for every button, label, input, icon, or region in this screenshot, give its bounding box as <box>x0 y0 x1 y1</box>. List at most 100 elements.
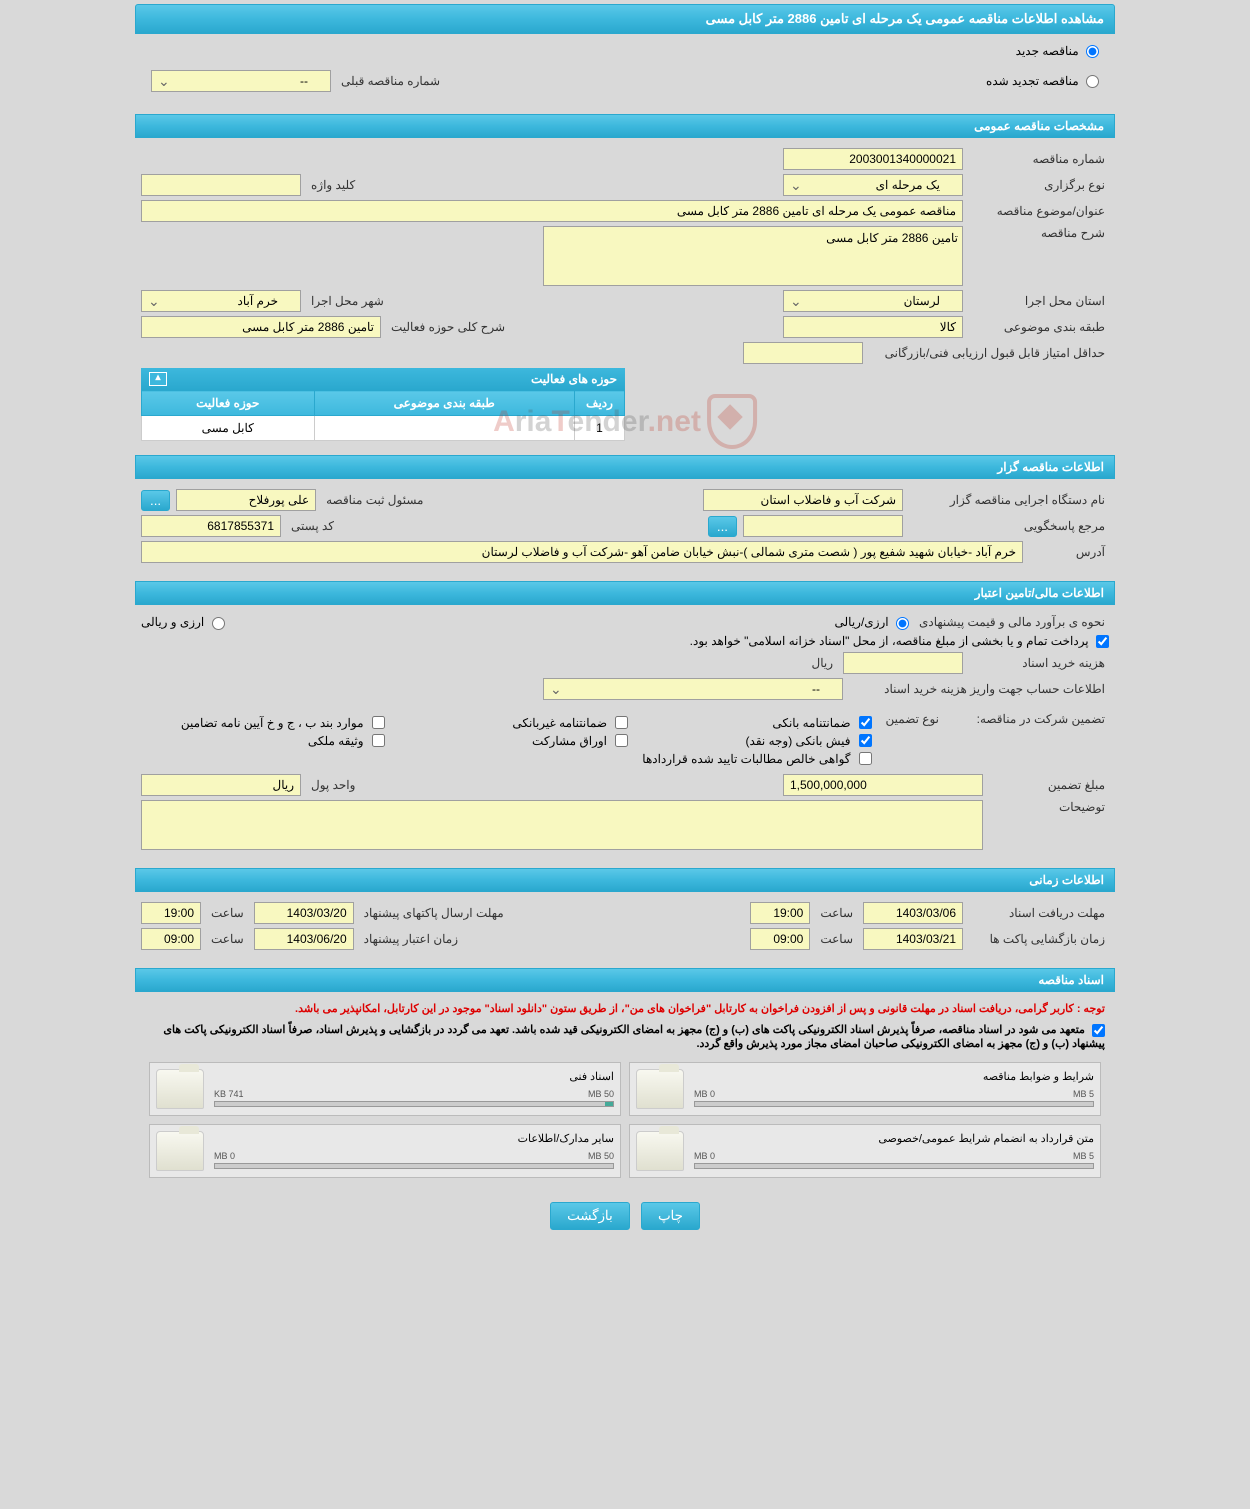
file-box[interactable]: متن قرارداد به انضمام شرایط عمومی/خصوصی5… <box>629 1124 1101 1178</box>
desc-field: تامین 2886 متر کابل مسی <box>543 226 963 286</box>
doc-cost-field[interactable] <box>843 652 963 674</box>
postal-label: کد پستی <box>287 519 338 533</box>
time-label-2: ساعت <box>207 906 248 920</box>
file-title: متن قرارداد به انضمام شرایط عمومی/خصوصی <box>694 1132 1094 1145</box>
number-label: شماره مناقصه <box>969 152 1109 166</box>
validity-time: 09:00 <box>141 928 201 950</box>
file-title: شرایط و ضوابط مناقصه <box>694 1070 1094 1083</box>
radio-renewed[interactable]: مناقصه تجدید شده <box>986 74 1099 88</box>
time-label-4: ساعت <box>207 932 248 946</box>
radio-rial[interactable]: ارزی/ریالی <box>835 615 909 629</box>
folder-icon <box>636 1069 684 1109</box>
validity-label: زمان اعتبار پیشنهاد <box>360 932 462 946</box>
doc-cost-label: هزینه خرید اسناد <box>969 656 1109 670</box>
notes-field[interactable] <box>141 800 983 850</box>
contact-more-button[interactable]: ... <box>708 516 737 537</box>
chk-bank-guarantee[interactable]: ضمانتنامه بانکی <box>632 716 872 730</box>
doc-deadline-label: مهلت دریافت اسناد <box>969 906 1109 920</box>
time-label-3: ساعت <box>816 932 857 946</box>
open-time: 09:00 <box>750 928 810 950</box>
activity-table: ردیف طبقه بندی موضوعی حوزه فعالیت 1کابل … <box>141 390 625 441</box>
province-select[interactable]: لرستان <box>783 290 963 312</box>
account-select[interactable]: -- <box>543 678 843 700</box>
chk-cash[interactable]: فیش بانکی (وجه نقد) <box>632 734 872 748</box>
folder-icon <box>636 1131 684 1171</box>
keyword-field[interactable] <box>141 174 301 196</box>
guarantee-amount-field: 1,500,000,000 <box>783 774 983 796</box>
chk-collateral[interactable]: وثیقه ملکی <box>145 734 385 748</box>
account-label: اطلاعات حساب جهت واریز هزینه خرید اسناد <box>849 682 1109 696</box>
chk-nonbank-guarantee[interactable]: ضمانتنامه غیربانکی <box>389 716 629 730</box>
prev-number-label: شماره مناقصه قبلی <box>337 74 444 88</box>
chk-receivables[interactable]: گواهی خالص مطالبات تایید شده قراردادها <box>145 752 872 766</box>
back-button[interactable]: بازگشت <box>550 1202 630 1230</box>
page-title: مشاهده اطلاعات مناقصه عمومی یک مرحله ای … <box>135 4 1115 34</box>
title-field: مناقصه عمومی یک مرحله ای تامین 2886 متر … <box>141 200 963 222</box>
notice-checkbox[interactable] <box>1092 1024 1105 1037</box>
time-label-1: ساعت <box>816 906 857 920</box>
folder-icon <box>156 1069 204 1109</box>
guarantee-type-label: نوع تضمین <box>882 712 943 726</box>
file-box[interactable]: شرایط و ضوابط مناقصه5 MB0 MB <box>629 1062 1101 1116</box>
reg-officer-label: مسئول ثبت مناقصه <box>322 493 427 507</box>
chk-regulation[interactable]: موارد بند ب ، ج و خ آیین نامه تضامین <box>145 716 385 730</box>
print-button[interactable]: چاپ <box>641 1202 700 1230</box>
min-score-field[interactable] <box>743 342 863 364</box>
activity-table-header: حوزه های فعالیت ▴ <box>141 368 625 390</box>
province-label: استان محل اجرا <box>969 294 1109 308</box>
open-date: 1403/03/21 <box>863 928 963 950</box>
contact-field[interactable] <box>743 515 903 537</box>
category-field: کالا <box>783 316 963 338</box>
number-field: 2003001340000021 <box>783 148 963 170</box>
postal-field: 6817855371 <box>141 515 281 537</box>
activity-scope-label: شرح کلی حوزه فعالیت <box>387 320 509 334</box>
holding-type-select[interactable]: یک مرحله ای <box>783 174 963 196</box>
file-box[interactable]: اسناد فنی50 MB741 KB <box>149 1062 621 1116</box>
file-title: اسناد فنی <box>214 1070 614 1083</box>
address-label: آدرس <box>1029 545 1109 559</box>
section-general: مشخصات مناقصه عمومی <box>135 114 1115 138</box>
category-label: طبقه بندی موضوعی <box>969 320 1109 334</box>
chk-bonds[interactable]: اوراق مشارکت <box>389 734 629 748</box>
currency-unit-field: ریال <box>141 774 301 796</box>
currency-unit-label: واحد پول <box>307 778 359 792</box>
city-select[interactable]: خرم آباد <box>141 290 301 312</box>
keyword-label: کلید واژه <box>307 178 359 192</box>
notice-red: توجه : کاربر گرامی، دریافت اسناد در مهلت… <box>141 998 1109 1019</box>
doc-deadline-date: 1403/03/06 <box>863 902 963 924</box>
contact-label: مرجع پاسخگویی <box>909 519 1109 533</box>
more-button[interactable]: ... <box>141 490 170 511</box>
table-row: 1کابل مسی <box>142 416 625 441</box>
holding-type-label: نوع برگزاری <box>969 178 1109 192</box>
file-box[interactable]: سایر مدارک/اطلاعات50 MB0 MB <box>149 1124 621 1178</box>
section-tenderer: اطلاعات مناقصه گزار <box>135 455 1115 479</box>
notes-label: توضیحات <box>989 800 1109 814</box>
collapse-icon[interactable]: ▴ <box>149 372 167 386</box>
city-label: شهر محل اجرا <box>307 294 388 308</box>
open-label: زمان بازگشایی پاکت ها <box>969 932 1109 946</box>
treasury-checkbox[interactable]: پرداخت تمام و یا بخشی از مبلغ مناقصه، از… <box>690 634 1109 648</box>
exec-name-field: شرکت آب و فاضلاب استان <box>703 489 903 511</box>
section-documents: اسناد مناقصه <box>135 968 1115 992</box>
file-title: سایر مدارک/اطلاعات <box>214 1132 614 1145</box>
doc-deadline-time: 19:00 <box>750 902 810 924</box>
pkg-deadline-date: 1403/03/20 <box>254 902 354 924</box>
radio-currency[interactable]: ارزی و ریالی <box>141 615 225 629</box>
validity-date: 1403/06/20 <box>254 928 354 950</box>
activity-scope-field: تامین 2886 متر کابل مسی <box>141 316 381 338</box>
title-label: عنوان/موضوع مناقصه <box>969 204 1109 218</box>
reg-officer-field: علی پورفلاح <box>176 489 316 511</box>
guarantee-section-label: تضمین شرکت در مناقصه: <box>949 712 1109 726</box>
exec-name-label: نام دستگاه اجرایی مناقصه گزار <box>909 493 1109 507</box>
prev-number-select[interactable]: -- <box>151 70 331 92</box>
estimation-label: نحوه ی برآورد مالی و قیمت پیشنهادی <box>915 615 1109 629</box>
desc-label: شرح مناقصه <box>969 226 1109 240</box>
folder-icon <box>156 1131 204 1171</box>
radio-new[interactable]: مناقصه جدید <box>1016 44 1099 58</box>
guarantee-amount-label: مبلغ تضمین <box>989 778 1109 792</box>
section-timing: اطلاعات زمانی <box>135 868 1115 892</box>
address-field: خرم آباد -خیابان شهید شفیع پور ( شصت متر… <box>141 541 1023 563</box>
section-financial: اطلاعات مالی/تامین اعتبار <box>135 581 1115 605</box>
notice-bold: متعهد می شود در اسناد مناقصه، صرفاً پذیر… <box>141 1019 1109 1054</box>
pkg-deadline-time: 19:00 <box>141 902 201 924</box>
